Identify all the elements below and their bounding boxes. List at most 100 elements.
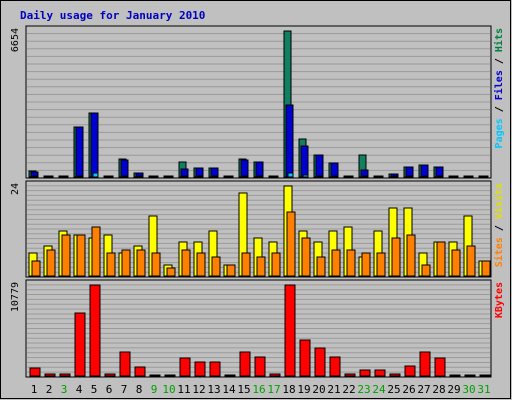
bar-sites-day-17 <box>271 252 281 277</box>
bar-pages-day-1 <box>32 175 39 178</box>
bar-files-day-19 <box>300 145 309 178</box>
bar-kbytes-day-20 <box>314 347 326 377</box>
legend-entry: Pages <box>494 118 505 148</box>
bar-pages-day-10 <box>167 175 174 178</box>
x-tick-label-day-16: 16 <box>252 383 265 396</box>
legend-entry: Sites <box>493 237 505 267</box>
x-tick-label-day-29: 29 <box>447 383 460 396</box>
bar-sites-day-16 <box>256 256 266 277</box>
bar-pages-day-18 <box>287 172 294 178</box>
bar-kbytes-day-15 <box>239 351 251 377</box>
bar-pages-day-2 <box>47 175 54 178</box>
bar-pages-day-8 <box>137 175 144 178</box>
bar-sites-day-26 <box>406 234 416 277</box>
x-tick-label-day-13: 13 <box>207 383 220 396</box>
bar-kbytes-day-1 <box>29 367 41 377</box>
x-tick-label-day-9: 9 <box>151 383 158 396</box>
x-tick-label-day-28: 28 <box>432 383 445 396</box>
bar-pages-day-26 <box>407 175 414 178</box>
bar-pages-day-29 <box>452 175 459 178</box>
bar-kbytes-day-23 <box>359 369 371 377</box>
bar-sites-day-3 <box>61 234 71 277</box>
x-tick-label-day-4: 4 <box>76 383 83 396</box>
bar-kbytes-day-13 <box>209 361 221 377</box>
bar-pages-day-22 <box>347 175 354 178</box>
bar-pages-day-14 <box>227 175 234 178</box>
x-tick-label-day-18: 18 <box>282 383 295 396</box>
bar-kbytes-day-4 <box>74 312 86 377</box>
bar-kbytes-day-10 <box>164 374 176 377</box>
bar-kbytes-day-31 <box>479 374 491 377</box>
x-tick-label-day-17: 17 <box>267 383 280 396</box>
bar-pages-day-5 <box>92 172 99 178</box>
x-tick-label-day-30: 30 <box>462 383 475 396</box>
bar-sites-day-13 <box>211 256 221 277</box>
bar-pages-day-4 <box>77 175 84 178</box>
bar-kbytes-day-27 <box>419 351 431 377</box>
bar-sites-day-31 <box>481 260 491 277</box>
y-max-label-visits_sites: 24 <box>10 183 21 195</box>
bar-sites-day-28 <box>436 241 446 277</box>
bar-sites-day-7 <box>121 249 131 277</box>
bar-files-day-4 <box>75 126 84 178</box>
bar-sites-day-27 <box>421 264 431 277</box>
bar-sites-day-23 <box>361 252 371 277</box>
bar-kbytes-day-22 <box>344 373 356 377</box>
bar-pages-day-21 <box>332 175 339 178</box>
bar-kbytes-day-25 <box>389 373 401 377</box>
bar-sites-day-5 <box>91 226 101 277</box>
bar-sites-day-1 <box>31 260 41 277</box>
bar-kbytes-day-24 <box>374 369 386 377</box>
legend-entry: / <box>494 100 505 118</box>
bar-kbytes-day-9 <box>149 374 161 377</box>
x-tick-label-day-21: 21 <box>327 383 340 396</box>
x-tick-label-day-3: 3 <box>61 383 68 396</box>
bar-files-day-15 <box>240 159 249 178</box>
legend-kbytes: KBytes <box>494 282 505 318</box>
x-tick-label-day-26: 26 <box>402 383 415 396</box>
legend-entry: / <box>494 52 505 70</box>
bar-pages-day-28 <box>437 175 444 178</box>
bar-pages-day-19 <box>302 174 309 178</box>
bar-sites-day-15 <box>241 252 251 277</box>
bar-pages-day-13 <box>212 175 219 178</box>
x-tick-label-day-2: 2 <box>46 383 53 396</box>
x-tick-label-day-19: 19 <box>297 383 310 396</box>
bar-pages-day-15 <box>242 175 249 178</box>
bar-pages-day-3 <box>62 175 69 178</box>
bar-sites-day-30 <box>466 245 476 277</box>
bar-pages-day-7 <box>122 175 129 178</box>
bar-pages-day-12 <box>197 175 204 178</box>
bar-files-day-7 <box>120 159 129 178</box>
y-max-label-hits_files_pages: 6654 <box>10 28 21 52</box>
legend-entry: Visits <box>493 183 505 219</box>
bar-kbytes-day-28 <box>434 357 446 377</box>
bar-kbytes-day-30 <box>464 374 476 377</box>
bar-files-day-21 <box>330 162 339 178</box>
bar-pages-day-23 <box>362 175 369 178</box>
bar-pages-day-30 <box>467 175 474 178</box>
bar-kbytes-day-29 <box>449 374 461 377</box>
bar-kbytes-day-17 <box>269 373 281 377</box>
bar-kbytes-day-12 <box>194 361 206 377</box>
bar-pages-day-24 <box>377 175 384 178</box>
chart-title: Daily usage for January 2010 <box>20 9 205 22</box>
bar-sites-day-21 <box>331 249 341 277</box>
x-tick-label-day-22: 22 <box>342 383 355 396</box>
bar-pages-day-16 <box>257 175 264 178</box>
bar-files-day-16 <box>255 161 264 178</box>
bar-files-day-20 <box>315 154 324 178</box>
x-tick-label-day-1: 1 <box>31 383 38 396</box>
bar-sites-day-19 <box>301 237 311 277</box>
x-tick-label-day-25: 25 <box>387 383 400 396</box>
bar-kbytes-day-8 <box>134 366 146 377</box>
bar-files-day-5 <box>90 112 99 178</box>
x-tick-label-day-23: 23 <box>357 383 370 396</box>
bar-sites-day-6 <box>106 252 116 277</box>
bar-pages-day-11 <box>182 175 189 178</box>
bar-kbytes-day-16 <box>254 356 266 377</box>
bar-pages-day-31 <box>482 175 489 178</box>
